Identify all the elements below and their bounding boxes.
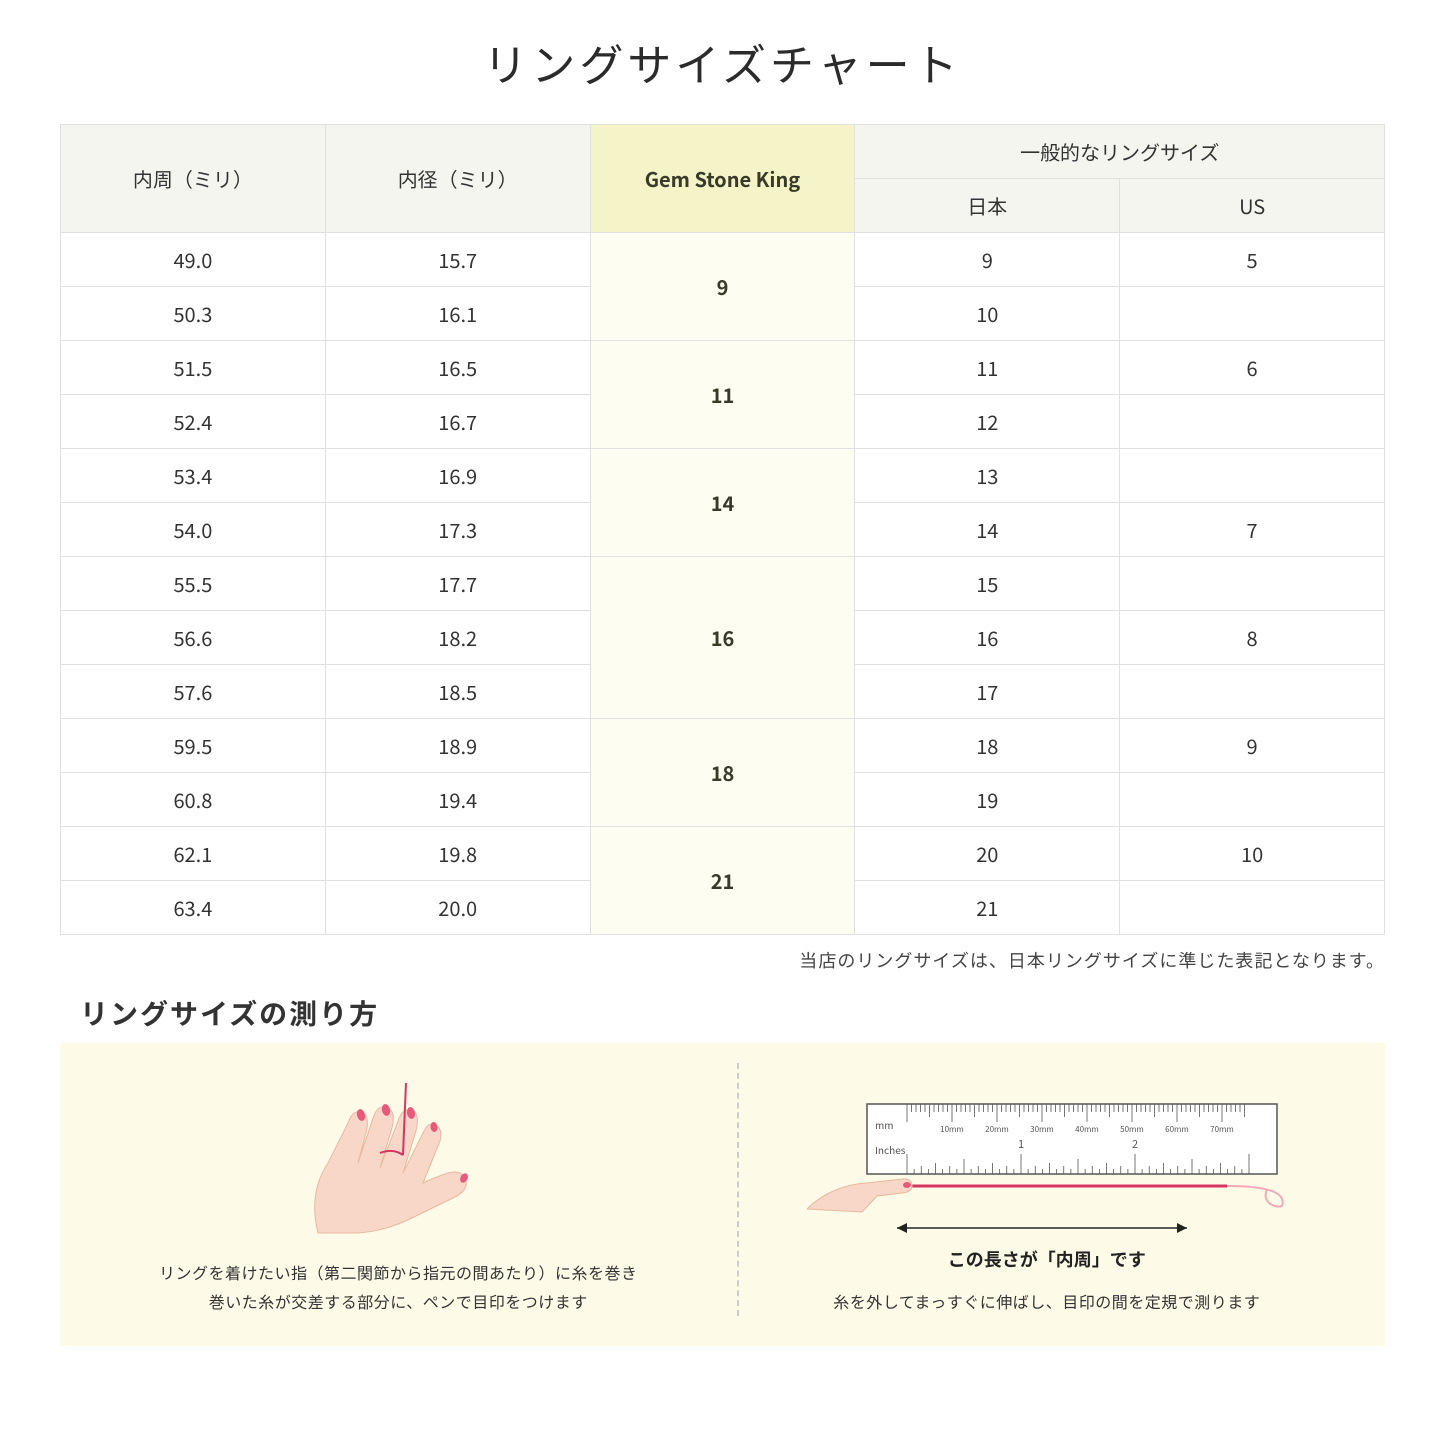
- ring-size-table: 内周（ミリ） 内径（ミリ） Gem Stone King 一般的なリングサイズ …: [60, 124, 1385, 935]
- table-row: 49.015.7995: [61, 233, 1385, 287]
- svg-text:mm: mm: [875, 1117, 894, 1132]
- svg-text:60mm: 60mm: [1165, 1124, 1189, 1135]
- svg-text:40mm: 40mm: [1075, 1124, 1099, 1135]
- svg-text:Inches: Inches: [875, 1142, 906, 1157]
- table-row: 62.119.8212010: [61, 827, 1385, 881]
- header-diameter: 内径（ミリ）: [325, 125, 590, 233]
- svg-text:2: 2: [1132, 1136, 1138, 1152]
- ruler-illustration: mm Inches 10mm 20mm 30mm 40mm 50mm 60mm 70mm 1…: [807, 1094, 1287, 1214]
- header-us: US: [1120, 179, 1385, 233]
- measurement-arrow: [857, 1218, 1237, 1238]
- header-circumference: 内周（ミリ）: [61, 125, 326, 233]
- header-japan: 日本: [855, 179, 1120, 233]
- gsk-size-cell: 9: [590, 233, 855, 341]
- gsk-size-cell: 21: [590, 827, 855, 935]
- gsk-size-cell: 18: [590, 719, 855, 827]
- svg-text:30mm: 30mm: [1030, 1124, 1054, 1135]
- svg-text:1: 1: [1018, 1136, 1024, 1152]
- step1-text: リングを着けたい指（第二関節から指元の間あたり）に糸を巻き巻いた糸が交差する部分…: [159, 1258, 638, 1316]
- instructions-panel: リングを着けたい指（第二関節から指元の間あたり）に糸を巻き巻いた糸が交差する部分…: [60, 1043, 1385, 1346]
- svg-text:50mm: 50mm: [1120, 1124, 1144, 1135]
- page-title: リングサイズチャート: [60, 30, 1385, 94]
- table-row: 59.518.918189: [61, 719, 1385, 773]
- step2-text: 糸を外してまっすぐに伸ばし、目印の間を定規で測ります: [833, 1287, 1260, 1316]
- header-general: 一般的なリングサイズ: [855, 125, 1385, 179]
- gsk-size-cell: 16: [590, 557, 855, 719]
- instructions-title: リングサイズの測り方: [80, 993, 1385, 1033]
- gsk-size-cell: 11: [590, 341, 855, 449]
- step2-caption: この長さが「内周」です: [948, 1246, 1146, 1272]
- table-row: 53.416.91413: [61, 449, 1385, 503]
- svg-text:70mm: 70mm: [1210, 1124, 1234, 1135]
- step1-panel: リングを着けたい指（第二関節から指元の間あたり）に糸を巻き巻いた糸が交差する部分…: [90, 1063, 707, 1316]
- svg-text:20mm: 20mm: [985, 1124, 1009, 1135]
- gsk-size-cell: 14: [590, 449, 855, 557]
- step2-panel: mm Inches 10mm 20mm 30mm 40mm 50mm 60mm 70mm 1…: [737, 1063, 1356, 1316]
- table-row: 55.517.71615: [61, 557, 1385, 611]
- svg-text:10mm: 10mm: [940, 1124, 964, 1135]
- table-row: 51.516.511116: [61, 341, 1385, 395]
- header-gsk: Gem Stone King: [590, 125, 855, 233]
- hand-wrap-illustration: [258, 1063, 538, 1243]
- table-note: 当店のリングサイズは、日本リングサイズに準じた表記となります。: [60, 947, 1385, 973]
